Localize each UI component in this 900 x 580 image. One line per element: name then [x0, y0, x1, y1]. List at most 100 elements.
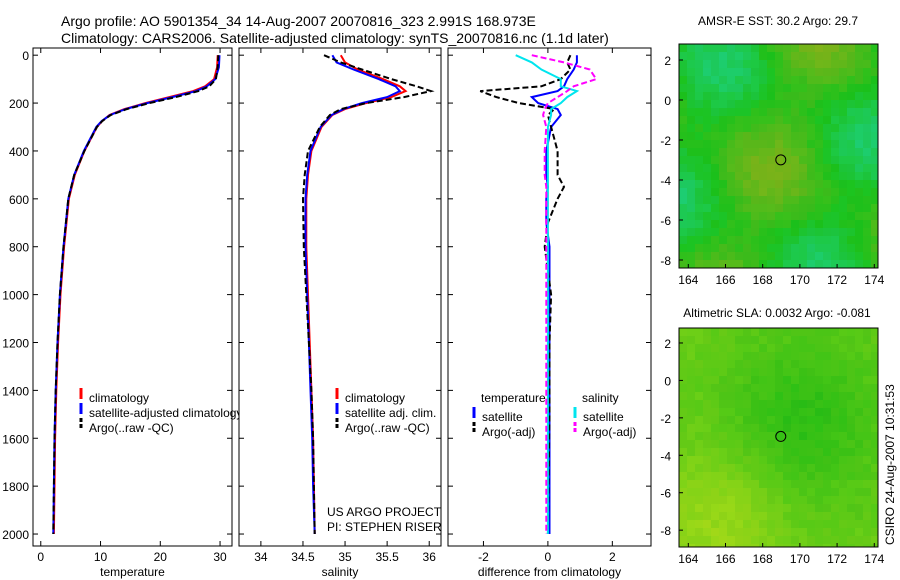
map-cell — [815, 392, 823, 400]
map-cell — [727, 328, 735, 336]
map-cell — [799, 76, 807, 84]
map-cell — [751, 108, 759, 116]
map-cell — [783, 440, 791, 448]
map-cell — [783, 480, 791, 488]
map-cell — [871, 252, 878, 260]
map-cell — [751, 344, 759, 352]
map-cell — [863, 132, 871, 140]
map-cell — [687, 220, 695, 228]
map-cell — [791, 164, 799, 172]
map-cell — [719, 196, 727, 204]
map-cell — [799, 220, 807, 228]
map-cell — [839, 108, 847, 116]
map-cell — [767, 92, 775, 100]
map-cell — [695, 228, 703, 236]
map-cell — [711, 344, 719, 352]
map-cell — [719, 52, 727, 60]
map-cell — [847, 368, 855, 376]
map-cell — [759, 44, 767, 52]
map-cell — [679, 92, 687, 100]
map-cell — [791, 60, 799, 68]
map-cell — [751, 172, 759, 180]
map-cell — [807, 252, 815, 260]
map-cell — [839, 212, 847, 220]
map-cell — [831, 204, 839, 212]
map-cell — [703, 148, 711, 156]
map-cell — [759, 424, 767, 432]
map-cell — [807, 392, 815, 400]
map-cell — [735, 376, 743, 384]
map-cell — [751, 148, 759, 156]
map-cell — [807, 432, 815, 440]
map-frame — [678, 327, 879, 548]
map-cell — [759, 228, 767, 236]
map-cell — [679, 172, 687, 180]
map-cell — [759, 368, 767, 376]
map-cell — [839, 244, 847, 252]
map-cell — [695, 68, 703, 76]
map-cell — [711, 164, 719, 172]
map-cell — [703, 376, 711, 384]
map-cell — [815, 432, 823, 440]
map-cell — [711, 132, 719, 140]
map-cell — [743, 252, 751, 260]
map-cell — [767, 432, 775, 440]
map-cell — [783, 392, 791, 400]
map-cell — [871, 132, 878, 140]
map-cell — [727, 408, 735, 416]
map-cell — [687, 544, 695, 547]
map-cell — [735, 336, 743, 344]
map-cell — [791, 212, 799, 220]
map-cell — [823, 352, 831, 360]
map-cell — [863, 52, 871, 60]
temperature-panel: 0 10 20 30 0 200 400 600 800 1000 1200 1400 1600 1800… — [2, 47, 242, 579]
map-cell — [711, 116, 719, 124]
map-cell — [687, 156, 695, 164]
map-cell — [679, 344, 687, 352]
map-cell — [839, 236, 847, 244]
map-cell — [871, 188, 878, 196]
map-cell — [703, 328, 711, 336]
map-cell — [839, 196, 847, 204]
map-cell — [783, 68, 791, 76]
map-cell — [871, 328, 878, 336]
map-cell — [679, 496, 687, 504]
map-cell — [727, 504, 735, 512]
map-cell — [871, 164, 878, 172]
map-cell — [871, 424, 878, 432]
map-cell — [791, 68, 799, 76]
map-cell — [807, 480, 815, 488]
map-cell — [783, 528, 791, 536]
map-cell — [775, 448, 783, 456]
map-cell — [767, 220, 775, 228]
map-cell — [743, 68, 751, 76]
map-cell — [735, 424, 743, 432]
map-cell — [703, 220, 711, 228]
map-cell — [823, 392, 831, 400]
map-cell — [807, 148, 815, 156]
sla-map: 164 166 168 170 172 174 2 0 -2 -4 -6 -8 — [660, 327, 885, 566]
map-cell — [799, 424, 807, 432]
map-cell — [759, 252, 767, 260]
map-cell — [719, 360, 727, 368]
map-cell — [679, 236, 687, 244]
map-cell — [807, 52, 815, 60]
map-cell — [735, 260, 743, 268]
map-cell — [703, 60, 711, 68]
map-cell — [703, 108, 711, 116]
map-cell — [751, 244, 759, 252]
map-cell — [759, 352, 767, 360]
map-cell — [855, 528, 863, 536]
map-cell — [863, 520, 871, 528]
map-cell — [719, 148, 727, 156]
map-cell — [847, 520, 855, 528]
map-cell — [807, 76, 815, 84]
map-cell — [807, 360, 815, 368]
map-cell — [855, 204, 863, 212]
map-cell — [743, 156, 751, 164]
lat-tick-label: -2 — [660, 134, 671, 148]
map-cell — [783, 448, 791, 456]
map-cell — [783, 352, 791, 360]
map-cell — [783, 100, 791, 108]
map-cell — [695, 220, 703, 228]
